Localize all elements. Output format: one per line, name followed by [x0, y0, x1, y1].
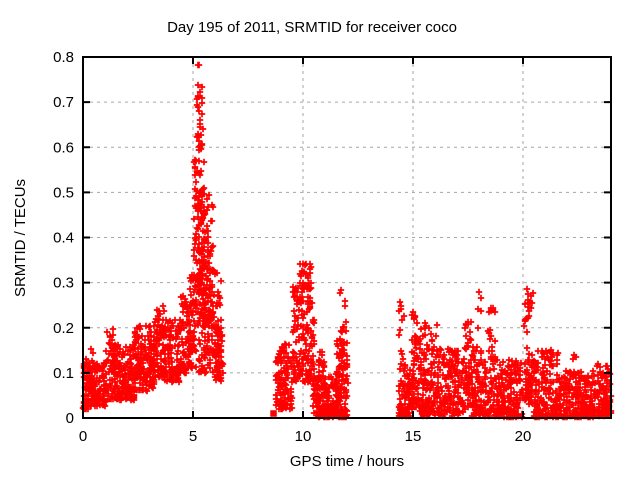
y-tick-label: 0.1	[53, 365, 74, 382]
y-tick-label: 0.7	[53, 94, 74, 111]
scatter-points-series	[79, 61, 615, 421]
x-tick-label: 10	[295, 428, 312, 445]
x-tick-label: 0	[79, 428, 87, 445]
x-tick-label: 5	[189, 428, 197, 445]
x-tick-label: 15	[405, 428, 422, 445]
y-tick-label: 0.5	[53, 184, 74, 201]
y-axis-label: SRMTID / TECUs	[12, 179, 29, 297]
y-tick-label: 0.2	[53, 320, 74, 337]
y-tick-label: 0.6	[53, 139, 74, 156]
axis-ticks	[82, 56, 611, 419]
tick-labels: 0 5 10 15 20 0 0.1 0.2 0.3 0.4 0.5 0.6 0.7 0.8	[53, 49, 531, 445]
chart-title: Day 195 of 2011, SRMTID for receiver coc…	[167, 19, 457, 36]
plus-markers-path	[79, 61, 615, 421]
y-tick-label: 0	[66, 410, 74, 427]
x-axis-label: GPS time / hours	[290, 453, 404, 470]
x-tick-label: 20	[515, 428, 532, 445]
square-markers-series	[270, 410, 604, 417]
square-marker	[596, 410, 604, 417]
y-tick-label: 0.3	[53, 275, 74, 292]
square-marker	[270, 410, 277, 417]
y-tick-label: 0.8	[53, 49, 74, 66]
y-tick-label: 0.4	[53, 230, 74, 247]
